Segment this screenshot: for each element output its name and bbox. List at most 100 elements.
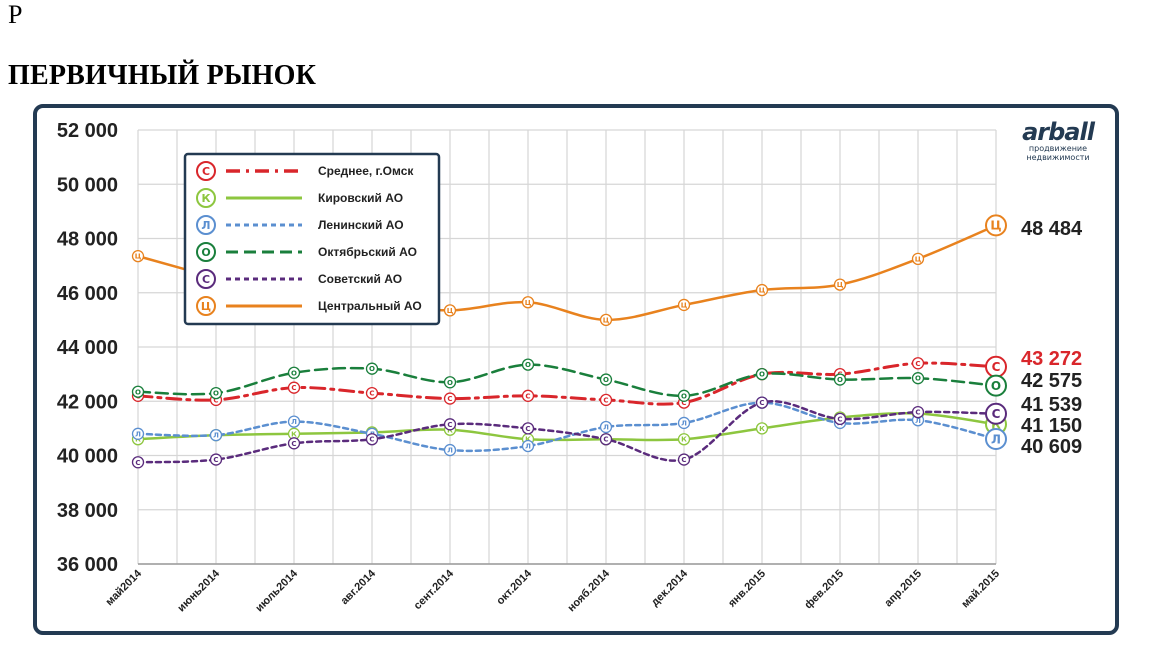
end-value-label: 48 484 (1021, 218, 1083, 240)
data-point-circle (131, 385, 145, 398)
end-marker: С (985, 355, 1007, 378)
legend-label: Кировский АО (318, 191, 403, 205)
data-point-circle (911, 405, 925, 419)
data-point-circle (209, 429, 223, 442)
data-point-circle (677, 298, 691, 312)
end-marker: О (985, 374, 1007, 397)
y-tick-label: 42 000 (57, 391, 118, 413)
data-point-circle (443, 443, 457, 457)
logo-tagline-2: недвижимости (1026, 153, 1090, 162)
data-point: С (911, 357, 925, 370)
data-point-letter: О (291, 369, 297, 377)
data-point-letter: Л (135, 430, 141, 438)
data-point: С (521, 389, 535, 402)
data-point-letter: О (681, 392, 687, 400)
y-tick-label: 36 000 (57, 554, 118, 576)
end-marker-letter: Л (991, 432, 1001, 446)
data-point: С (365, 386, 379, 400)
data-point-circle (443, 304, 457, 317)
end-marker-circle (985, 374, 1007, 397)
legend-marker-letter: К (202, 192, 211, 205)
data-point: С (365, 433, 379, 446)
data-point-letter: С (291, 384, 296, 392)
end-marker-letter: С (992, 407, 1001, 421)
legend-marker-letter: О (201, 246, 210, 259)
data-point-letter: Л (213, 432, 219, 440)
data-point: Л (287, 415, 301, 428)
data-point-letter: О (135, 388, 141, 396)
data-point-circle (833, 278, 847, 291)
legend-marker: Л (196, 215, 216, 235)
data-point-letter: Л (915, 417, 921, 425)
data-point-circle (677, 453, 691, 466)
data-point-letter: С (603, 436, 608, 444)
x-tick-label: май.2015 (959, 568, 1002, 611)
data-point: К (755, 422, 769, 435)
data-point: Л (209, 429, 223, 442)
data-point-letter: О (759, 371, 765, 379)
legend-marker-circle (196, 215, 216, 235)
data-point-circle (833, 412, 847, 426)
data-point-circle (521, 358, 535, 371)
data-point-letter: Ц (447, 307, 454, 315)
data-point: С (287, 381, 301, 394)
data-point-circle (677, 416, 691, 430)
legend-label: Октябрьский АО (318, 245, 417, 259)
data-point: Л (599, 420, 613, 434)
x-tick-label: сент.2014 (412, 567, 457, 612)
x-tick-label: июль2014 (253, 567, 300, 614)
data-point-letter: С (603, 396, 608, 404)
data-point-letter: О (447, 379, 453, 387)
data-point-letter: О (213, 390, 219, 398)
x-tick-label: июнь2014 (175, 567, 222, 614)
data-point-letter: Л (603, 424, 609, 432)
x-tick-label: нояб.2014 (565, 567, 612, 614)
data-point-letter: С (447, 421, 452, 429)
data-point-circle (131, 427, 145, 440)
data-point-letter: Л (291, 418, 297, 426)
data-point: Ц (599, 313, 613, 327)
data-point-circle (521, 389, 535, 402)
data-point-letter: К (759, 425, 765, 433)
end-marker-circle (985, 427, 1007, 450)
end-marker: Ц (985, 214, 1007, 237)
data-point: С (443, 392, 457, 405)
x-tick-label: фев.2015 (802, 568, 846, 612)
data-point-circle (209, 386, 223, 400)
data-point: Л (131, 427, 145, 440)
data-point-circle (365, 433, 379, 446)
data-point: О (677, 389, 691, 402)
data-point: С (911, 405, 925, 419)
end-marker: Л (985, 427, 1007, 450)
data-point-circle (911, 252, 925, 265)
y-tick-label: 46 000 (57, 283, 118, 305)
data-point-letter: Ц (915, 255, 922, 263)
data-point-circle (833, 373, 847, 386)
data-point-circle (443, 418, 457, 431)
legend-marker-circle (196, 188, 216, 208)
data-point: С (443, 418, 457, 431)
end-marker: С (985, 402, 1007, 425)
data-point-letter: К (681, 436, 687, 444)
data-point-letter: С (681, 456, 686, 464)
data-point-circle (443, 376, 457, 389)
data-point: Ц (911, 252, 925, 265)
data-point-circle (911, 372, 925, 385)
data-point-circle (443, 392, 457, 405)
series-line (136, 363, 998, 398)
legend-marker: К (196, 188, 216, 208)
data-point-letter: С (837, 415, 842, 423)
data-point: Ц (755, 283, 769, 297)
data-point-letter: О (915, 375, 921, 383)
data-point-letter: С (369, 436, 374, 444)
legend-marker-circle (196, 269, 216, 289)
data-point: С (755, 396, 769, 409)
legend-label: Среднее, г.Омск (318, 164, 414, 178)
data-point-letter: С (447, 395, 452, 403)
legend-marker-circle (196, 242, 216, 262)
data-point: О (911, 372, 925, 385)
data-point-letter: О (369, 365, 375, 373)
data-point-circle (911, 357, 925, 370)
x-tick-label: окт.2014 (494, 567, 534, 607)
